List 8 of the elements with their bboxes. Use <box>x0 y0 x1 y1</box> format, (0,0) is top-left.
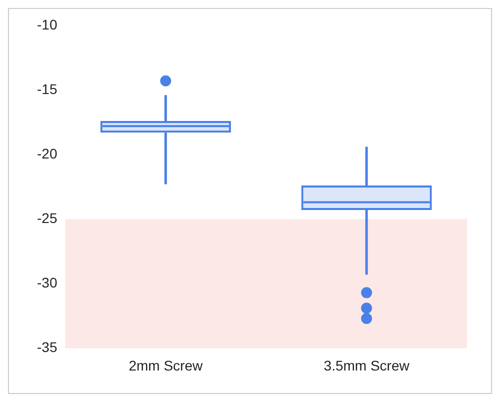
y-tick-label: -25 <box>37 210 58 226</box>
y-tick-label: -35 <box>37 339 58 356</box>
y-tick-label: -30 <box>37 274 58 290</box>
y-tick-label: -15 <box>37 80 58 97</box>
x-tick-label: 2mm Screw <box>128 357 204 374</box>
y-tick-label: -10 <box>37 16 58 32</box>
y-tick-label: -20 <box>37 145 58 162</box>
x-tick-label: 3.5mm Screw <box>324 357 410 374</box>
